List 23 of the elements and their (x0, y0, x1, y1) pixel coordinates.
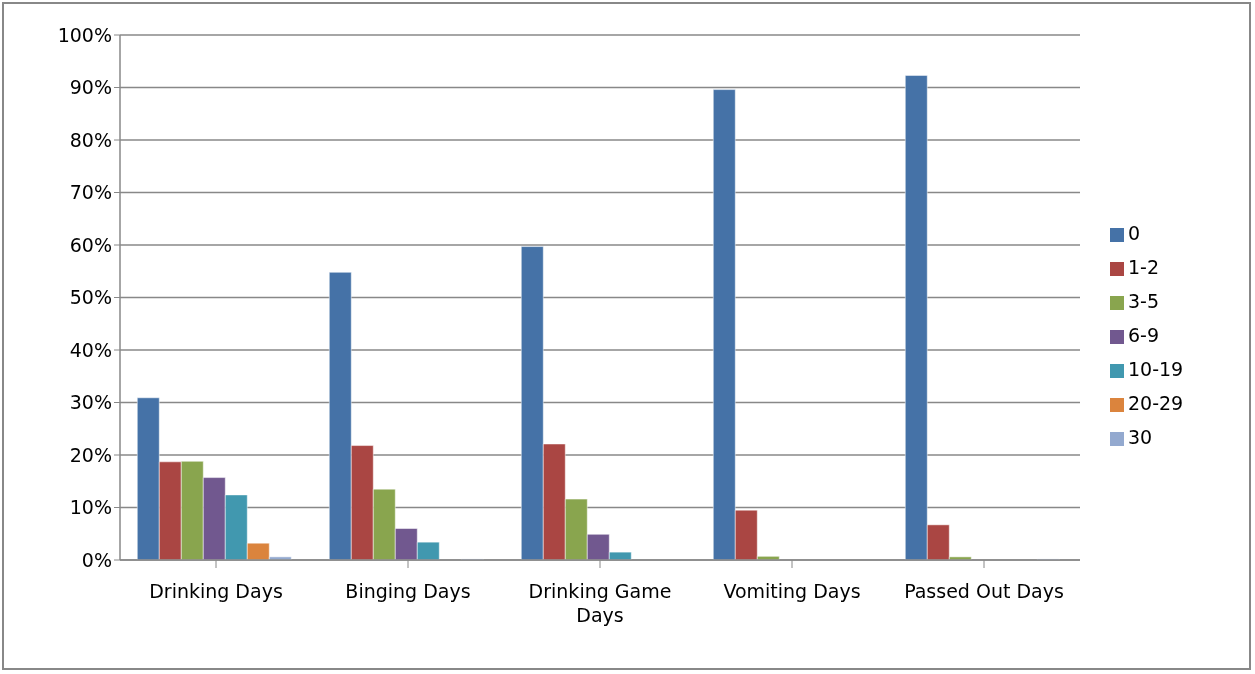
y-tick-label: 10% (69, 496, 112, 519)
x-tick-label: Drinking Game Days (528, 580, 672, 626)
x-tick-label: Drinking Days (149, 580, 283, 602)
y-tick-label: 90% (69, 76, 112, 99)
legend-label: 6-9 (1128, 324, 1160, 346)
x-tick-label: Binging Days (345, 580, 471, 602)
y-tick-label: 100% (57, 23, 112, 46)
y-tick-label: 60% (69, 233, 112, 256)
x-tick-label: Passed Out Days (904, 580, 1064, 602)
y-tick-label: 80% (69, 128, 112, 151)
legend-label: 20-29 (1128, 392, 1184, 414)
legend-label: 0 (1128, 222, 1141, 244)
x-tick-label: Vomiting Days (723, 580, 861, 602)
y-tick-label: 0% (81, 548, 112, 571)
y-tick-label: 20% (69, 443, 112, 466)
legend-label: 10-19 (1128, 358, 1184, 380)
y-tick-label: 50% (69, 286, 112, 309)
y-tick-label: 40% (69, 338, 112, 361)
y-tick-label: 70% (69, 181, 112, 204)
legend-label: 3-5 (1128, 290, 1160, 312)
y-tick-label: 30% (69, 391, 112, 414)
legend-label: 1-2 (1128, 256, 1160, 278)
legend-label: 30 (1128, 426, 1153, 448)
